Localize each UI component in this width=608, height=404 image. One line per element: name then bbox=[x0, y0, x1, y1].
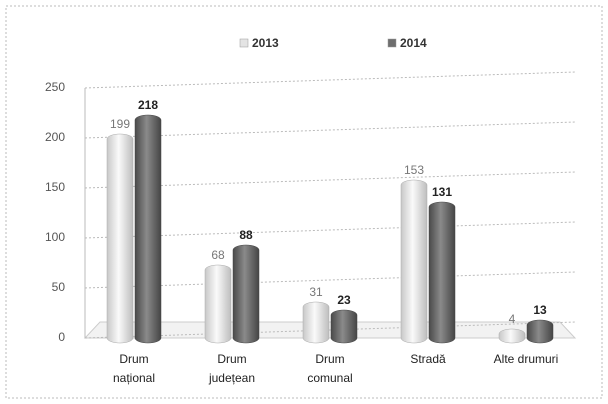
value-label: 218 bbox=[138, 98, 158, 112]
bar bbox=[428, 201, 456, 344]
bar bbox=[330, 309, 358, 344]
x-tick-label: Drum național bbox=[112, 352, 156, 385]
bar bbox=[302, 301, 330, 344]
grid-line bbox=[84, 171, 576, 189]
value-label: 4 bbox=[509, 312, 516, 326]
value-label: 68 bbox=[211, 248, 225, 262]
legend-label: 2013 bbox=[252, 36, 279, 50]
value-label: 131 bbox=[432, 185, 452, 199]
x-tick-label: Alte drumuri bbox=[493, 352, 559, 366]
y-tick-label: 200 bbox=[45, 130, 65, 144]
grid-line bbox=[84, 71, 576, 89]
legend-label: 2014 bbox=[400, 36, 427, 50]
bar bbox=[526, 319, 554, 344]
bar bbox=[106, 133, 134, 344]
value-label: 153 bbox=[404, 163, 424, 177]
legend-swatch bbox=[239, 38, 249, 48]
bar bbox=[134, 114, 162, 344]
bar bbox=[204, 264, 232, 344]
x-tick-label: Stradă bbox=[410, 352, 446, 366]
grid-line bbox=[84, 221, 576, 239]
y-tick-label: 50 bbox=[52, 280, 66, 294]
y-tick-label: 100 bbox=[45, 230, 65, 244]
value-label: 88 bbox=[239, 228, 253, 242]
value-label: 199 bbox=[110, 117, 130, 131]
legend-swatch bbox=[387, 38, 397, 48]
grid-line bbox=[84, 271, 576, 289]
bar bbox=[498, 328, 526, 344]
bar bbox=[400, 179, 428, 344]
value-label: 13 bbox=[533, 303, 547, 317]
chart-frame bbox=[5, 5, 603, 399]
y-tick-label: 150 bbox=[45, 180, 65, 194]
x-tick-label: Drum comunal bbox=[307, 352, 353, 385]
bar bbox=[232, 244, 260, 344]
y-tick-label: 250 bbox=[45, 80, 65, 94]
x-tick-label: Drum județean bbox=[208, 352, 256, 385]
value-label: 23 bbox=[337, 293, 351, 307]
grid-line bbox=[84, 321, 576, 339]
grid-line bbox=[84, 121, 576, 139]
value-label: 31 bbox=[309, 285, 323, 299]
y-tick-label: 0 bbox=[58, 330, 65, 344]
